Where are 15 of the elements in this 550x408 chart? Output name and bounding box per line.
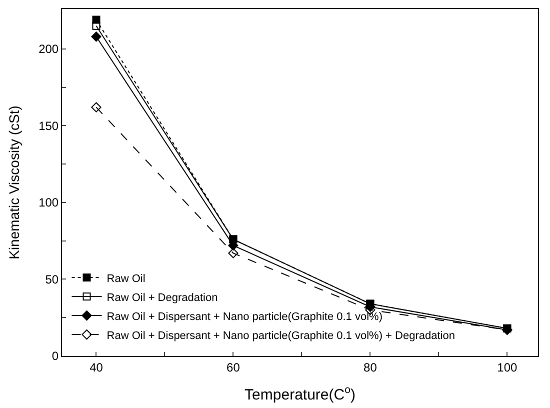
y-tick-label: 0 (52, 349, 59, 364)
x-axis-title: Temperature(C$^{o}$) (244, 384, 356, 404)
y-tick-label: 150 (38, 118, 59, 133)
legend-label: Raw Oil + Dispersant + Nano particle(Graphite 0.1 vol%) + Degradation (106, 330, 455, 342)
y-tick-label: 50 (45, 272, 59, 286)
y-axis-title: Kinematic Viscosity (cSt) (6, 106, 22, 260)
x-tick-label: 40 (90, 360, 104, 374)
y-tick-label: 100 (38, 196, 59, 210)
legend-label: Raw Oil + Dispersant + Nano particle(Graphite 0.1 vol%) (106, 310, 382, 323)
legend-label: Raw Oil + Degradation (106, 292, 218, 304)
y-tick-label: 200 (38, 42, 59, 56)
x-tick-label: 80 (364, 360, 378, 374)
x-tick-label: 100 (497, 360, 518, 374)
legend-label: Raw Oil (106, 272, 146, 285)
x-tick-label: 60 (226, 360, 240, 374)
